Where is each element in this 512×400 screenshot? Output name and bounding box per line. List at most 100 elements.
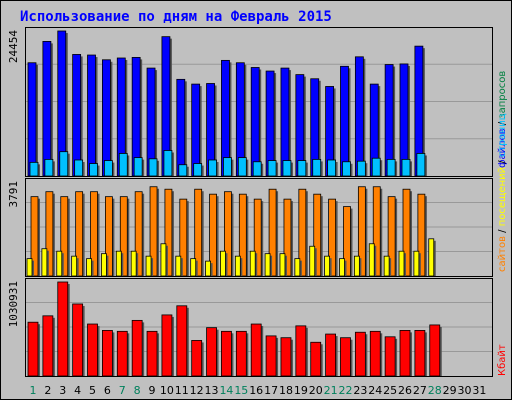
bar-p2-s1-day-16 — [253, 198, 262, 277]
legend-entry-1-2: запросов — [497, 71, 508, 119]
x-tick-label-23: 23 — [353, 384, 367, 397]
bar-p2-s1-day-19 — [298, 188, 307, 277]
bar-p1-s1-day-11 — [176, 78, 186, 177]
bar-p2-s2-day-10 — [160, 243, 167, 277]
bar-p1-s2-day-3 — [59, 151, 69, 177]
bar-p2-s1-day-11 — [179, 198, 188, 277]
bar-p3-s1-day-12 — [191, 340, 203, 377]
bar-p2-s1-day-18 — [283, 198, 292, 277]
x-tick-label-18: 18 — [279, 384, 293, 397]
x-tick-label-29: 29 — [443, 384, 457, 397]
bar-p1-s2-day-21 — [327, 159, 337, 177]
bar-p2-s1-day-6 — [105, 196, 113, 277]
bar-p2-s1-day-27 — [417, 193, 426, 277]
bar-p1-s2-day-13 — [208, 159, 217, 177]
bar-p2-s1-day-3 — [60, 196, 69, 277]
bar-p1-s2-day-27 — [416, 153, 426, 177]
bar-p2-s1-day-13 — [209, 193, 217, 277]
bar-p1-s1-day-5 — [87, 54, 96, 177]
bar-p1-s2-day-22 — [342, 161, 351, 177]
bar-p2-s1-day-2 — [45, 191, 54, 277]
panel-3-max-label: 1030931 — [7, 281, 20, 327]
bar-p2-s2-day-17 — [264, 253, 271, 277]
x-tick-label-25: 25 — [383, 384, 397, 397]
x-tick-label-9: 9 — [149, 384, 156, 397]
x-tick-label-20: 20 — [309, 384, 323, 397]
bar-p2-s2-day-21 — [324, 255, 331, 277]
bar-p1-s2-day-14 — [223, 157, 232, 177]
x-tick-label-22: 22 — [338, 384, 352, 397]
bar-p1-s1-day-23 — [354, 56, 364, 177]
bar-p1-s1-day-2 — [42, 41, 52, 177]
bar-p3-s1-day-2 — [42, 315, 54, 377]
bar-p1-s2-day-10 — [163, 150, 173, 177]
x-tick-label-7: 7 — [119, 384, 126, 397]
x-tick-label-13: 13 — [205, 384, 219, 397]
panel-1-legend: файлов / запросов — [497, 71, 508, 168]
bar-p2-s2-day-28 — [428, 238, 435, 277]
panel-1-max-label: 24454 — [7, 30, 20, 63]
bar-p3-s1-day-19 — [295, 325, 307, 377]
bar-p1-s2-day-6 — [104, 160, 113, 177]
bar-p2-s2-day-15 — [234, 255, 241, 277]
x-tick-label-30: 30 — [458, 384, 472, 397]
bar-p1-s1-day-22 — [340, 65, 349, 177]
bar-p1-s2-day-17 — [267, 160, 277, 177]
bar-p1-s1-day-16 — [250, 67, 260, 177]
bar-p3-s1-day-25 — [384, 336, 396, 377]
bar-p2-s1-day-8 — [134, 191, 143, 277]
bar-p2-s1-day-20 — [313, 193, 322, 277]
bar-p1-s2-day-19 — [297, 160, 307, 177]
bar-p3-s1-day-20 — [310, 341, 322, 377]
bar-p2-s1-day-10 — [164, 188, 173, 277]
bar-p3-s1-day-13 — [206, 327, 217, 377]
x-tick-label-12: 12 — [190, 384, 204, 397]
bar-p3-s1-day-17 — [265, 335, 277, 377]
legend-entry-3-1: Кбайт — [497, 344, 508, 376]
x-tick-label-28: 28 — [428, 384, 442, 397]
x-tick-label-26: 26 — [398, 384, 412, 397]
x-tick-label-2: 2 — [44, 384, 51, 397]
x-tick-label-8: 8 — [134, 384, 141, 397]
bar-p2-s1-day-15 — [238, 193, 247, 277]
bar-p2-s1-day-25 — [387, 196, 396, 277]
bar-p2-s2-day-22 — [339, 258, 345, 277]
bar-p2-s1-day-14 — [224, 191, 232, 277]
bar-p2-s2-day-11 — [175, 255, 182, 277]
bar-p2-s2-day-1 — [26, 258, 33, 277]
bar-p2-s1-day-4 — [75, 191, 84, 277]
bar-p2-s1-day-7 — [119, 196, 128, 277]
bar-p3-s1-day-15 — [235, 330, 247, 377]
bar-p3-s1-day-4 — [72, 303, 84, 377]
bar-p2-s2-day-20 — [309, 245, 316, 277]
bar-p2-s2-day-27 — [413, 250, 420, 277]
bar-p1-s2-day-20 — [312, 158, 322, 177]
x-tick-label-15: 15 — [234, 384, 248, 397]
bar-p3-s1-day-9 — [146, 330, 158, 377]
bar-p1-s2-day-4 — [74, 159, 84, 177]
bar-p3-s1-day-28 — [429, 324, 441, 377]
bar-p2-s2-day-12 — [190, 258, 197, 277]
x-tick-label-11: 11 — [175, 384, 189, 397]
bar-p1-s2-day-26 — [401, 158, 411, 177]
bar-p3-s1-day-22 — [340, 337, 351, 377]
bar-p2-s2-day-23 — [353, 255, 360, 277]
bar-p2-s2-day-13 — [205, 260, 211, 277]
bar-p2-s2-day-14 — [220, 250, 226, 277]
x-tick-label-6: 6 — [104, 384, 111, 397]
legend-entry-2-3: страниц — [497, 113, 508, 157]
bar-p2-s1-day-12 — [194, 188, 203, 277]
bar-p1-s2-day-16 — [252, 161, 262, 177]
panel-2-legend: сайтов / посещений / страниц — [497, 113, 508, 272]
legend-separator: / — [497, 157, 508, 167]
bar-p2-s2-day-16 — [249, 250, 256, 277]
bar-p2-s2-day-3 — [56, 250, 63, 277]
bar-p2-s1-day-1 — [30, 196, 39, 277]
bar-p1-s2-day-12 — [193, 163, 203, 177]
bar-p3-s1-day-21 — [325, 333, 337, 377]
chart-title: Использование по дням на Февраль 2015 — [20, 9, 332, 25]
bar-p2-s2-day-8 — [130, 250, 137, 277]
bar-p3-s1-day-8 — [131, 319, 143, 377]
bar-p2-s1-day-23 — [357, 186, 366, 277]
